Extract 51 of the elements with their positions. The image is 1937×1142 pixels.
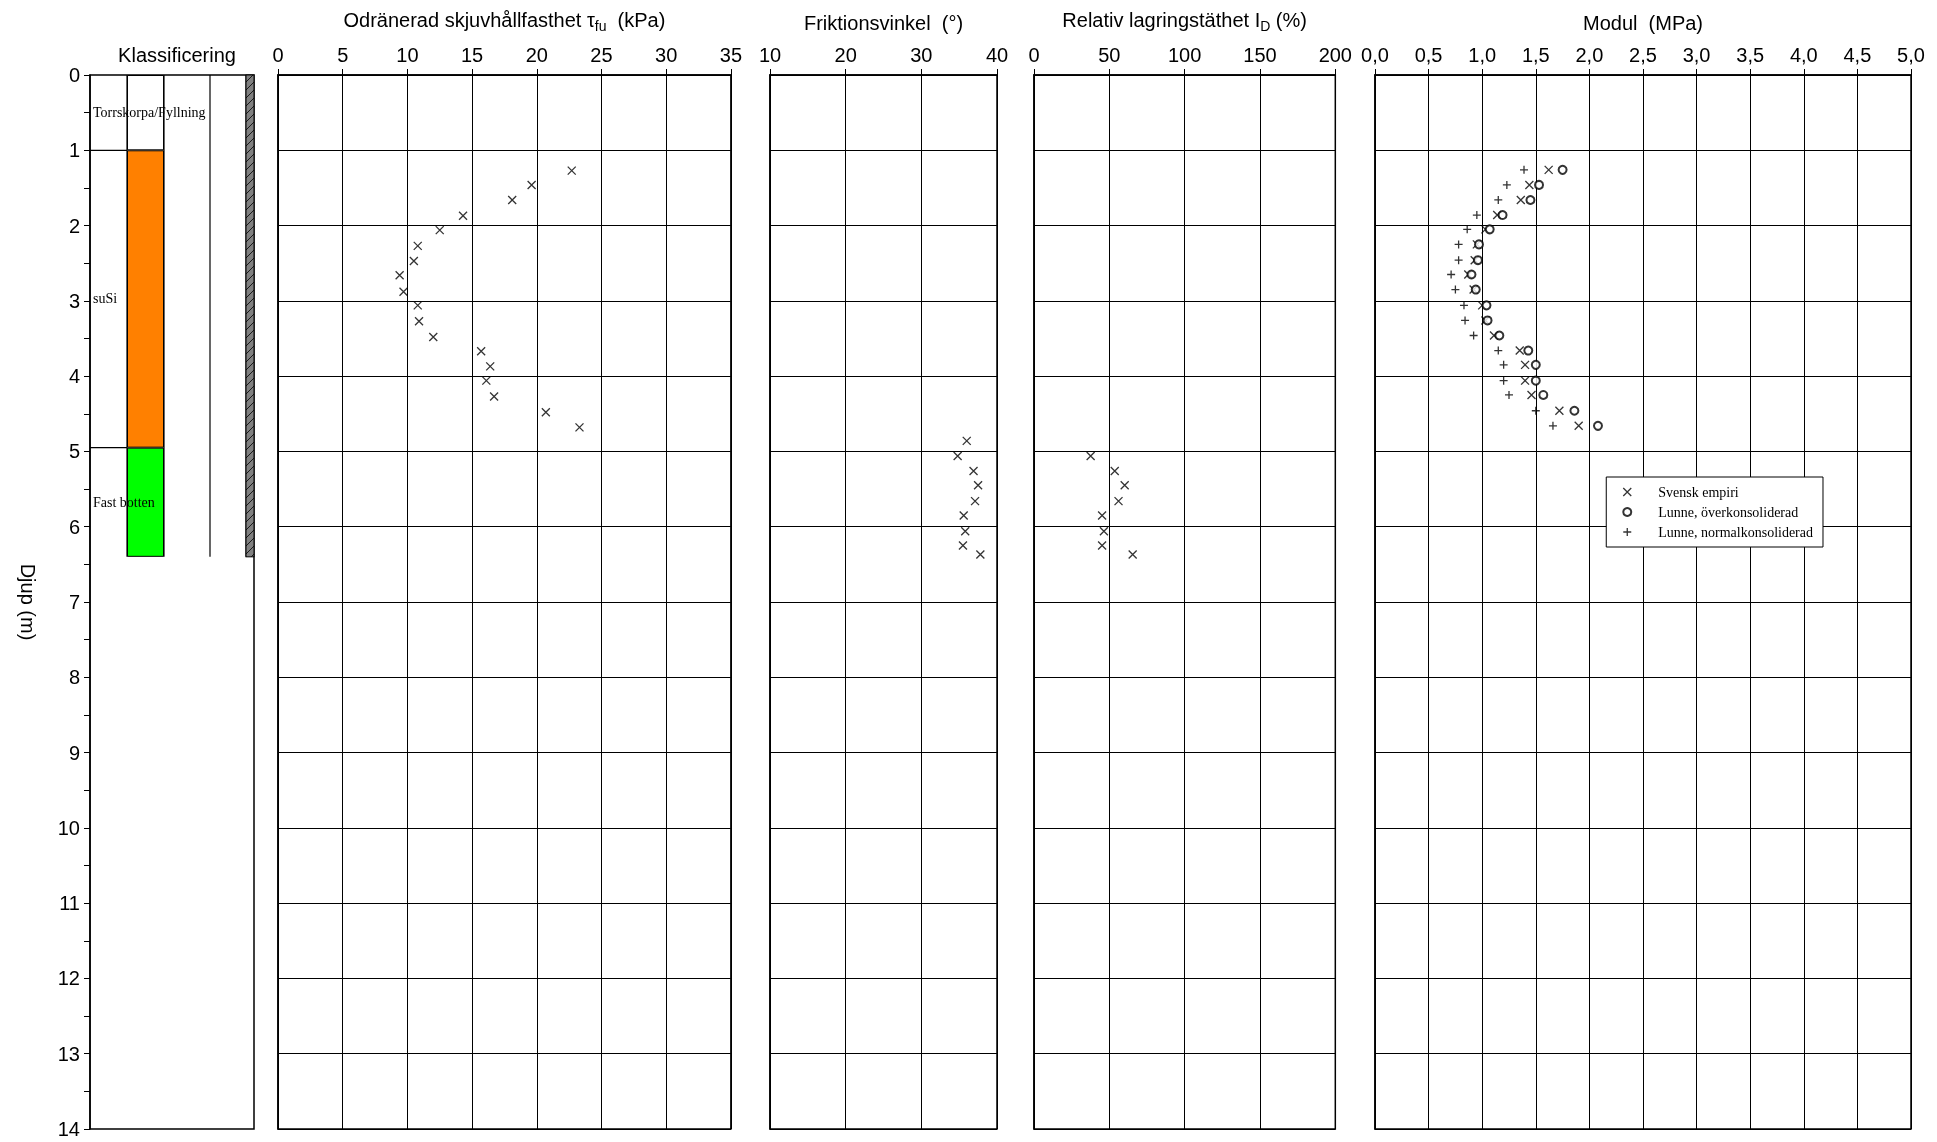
x-tick-label: 10 bbox=[758, 44, 782, 66]
x-tick-label: 4,0 bbox=[1789, 44, 1818, 66]
y-tick-label: 3 bbox=[68, 289, 80, 312]
y-tick-label: 12 bbox=[57, 967, 80, 990]
y-tick-label: 2 bbox=[68, 214, 80, 237]
x-tick-label: 30 bbox=[910, 44, 933, 66]
x-tick-label: 0 bbox=[272, 44, 284, 66]
y-tick-label: 5 bbox=[68, 440, 80, 463]
y-tick-label: 14 bbox=[57, 1118, 80, 1140]
x-tick-label: 20 bbox=[525, 44, 548, 66]
y-tick-label: 6 bbox=[68, 515, 80, 538]
y-tick-label: 1 bbox=[68, 139, 80, 162]
x-tick-label: 35 bbox=[719, 44, 742, 66]
x-tick-label: 10 bbox=[396, 44, 419, 66]
legend-label: Lunne, överkonsoliderad bbox=[1658, 504, 1799, 520]
x-tick-label: 3,5 bbox=[1736, 44, 1765, 66]
y-tick-label: 0 bbox=[68, 64, 80, 86]
x-tick-label: 0,0 bbox=[1361, 44, 1389, 66]
x-tick-label: 3,0 bbox=[1682, 44, 1711, 66]
x-tick-label: 1,5 bbox=[1521, 44, 1550, 66]
x-tick-label: 15 bbox=[460, 44, 484, 66]
x-tick-label: 1,0 bbox=[1468, 44, 1497, 66]
x-tick-label: 5 bbox=[337, 44, 349, 66]
x-tick-label: 30 bbox=[655, 44, 678, 66]
y-tick-label: 11 bbox=[59, 892, 80, 915]
x-axis-title: Modul (MPa) bbox=[1582, 12, 1704, 34]
x-tick-label: 100 bbox=[1167, 44, 1202, 66]
x-tick-label: 50 bbox=[1098, 44, 1121, 66]
y-tick-label: 4 bbox=[68, 365, 80, 388]
x-tick-label: 25 bbox=[590, 44, 613, 66]
y-tick-label: 13 bbox=[57, 1042, 80, 1065]
x-tick-label: 0 bbox=[1028, 44, 1040, 66]
x-tick-label: 150 bbox=[1243, 44, 1277, 66]
x-tick-label: 20 bbox=[834, 44, 857, 66]
x-tick-label: 0,5 bbox=[1414, 44, 1443, 66]
y-axis-title: Djup (m) bbox=[17, 563, 39, 641]
y-tick-label: 9 bbox=[68, 741, 80, 764]
x-tick-label: 5,0 bbox=[1897, 44, 1925, 66]
series-label: suSi bbox=[93, 291, 118, 307]
x-tick-label: 40 bbox=[985, 44, 1009, 66]
chart-title: Klassificering bbox=[118, 44, 236, 66]
x-tick-label: 2,0 bbox=[1575, 44, 1604, 66]
y-tick-label: 8 bbox=[68, 666, 80, 689]
x-tick-label: 200 bbox=[1318, 44, 1352, 66]
x-axis-title: Friktionsvinkel (°) bbox=[803, 12, 964, 34]
y-tick-label: 7 bbox=[68, 591, 80, 613]
y-tick-label: 10 bbox=[57, 816, 80, 839]
legend-label: Lunne, normalkonsoliderad bbox=[1658, 524, 1814, 540]
x-tick-label: 4,5 bbox=[1843, 44, 1872, 66]
legend-label: Svensk empiri bbox=[1658, 484, 1739, 500]
x-tick-label: 2,5 bbox=[1629, 44, 1657, 66]
